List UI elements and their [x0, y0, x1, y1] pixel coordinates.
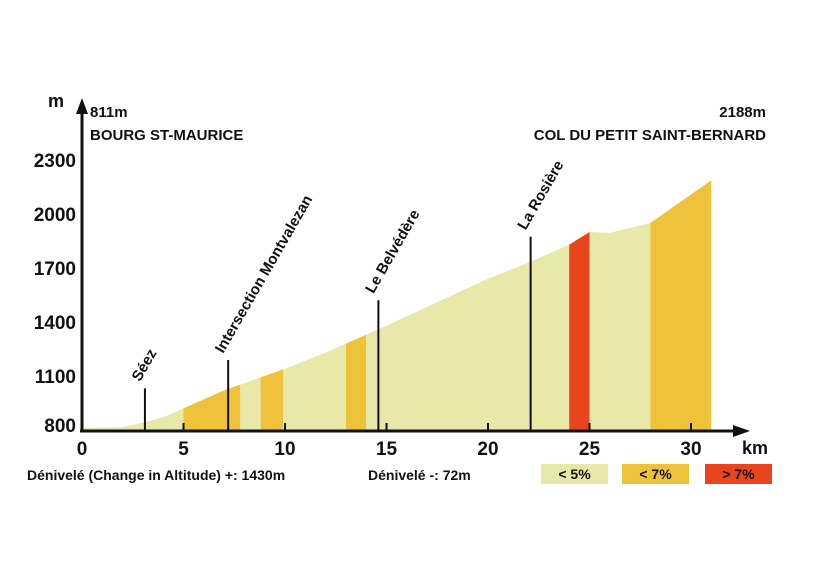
- x-tick-label: 25: [579, 439, 601, 460]
- x-tick-label: 5: [178, 439, 189, 460]
- legend-swatch-gt7: [705, 464, 772, 484]
- y-tick-label: 1100: [35, 367, 76, 388]
- x-axis-unit: km: [742, 438, 768, 458]
- x-tick-label: 30: [680, 439, 701, 460]
- x-tick-label: 10: [274, 439, 295, 460]
- x-tick-label: 0: [77, 439, 88, 460]
- gradient-band-lt5: [240, 377, 261, 430]
- start-altitude: 811m: [90, 104, 128, 121]
- waypoint-label: La Rosière: [514, 158, 567, 233]
- gradient-band-lt7: [345, 334, 367, 430]
- x-axis-arrow: [733, 425, 750, 437]
- gradient-band-lt5: [282, 343, 346, 430]
- gradient-band-lt5: [589, 223, 651, 430]
- legend: < 5% < 7% > 7%: [541, 464, 772, 484]
- legend-swatch-lt7: [622, 464, 689, 484]
- y-tick-label: 2300: [34, 151, 76, 172]
- gradient-band-lt5: [157, 408, 184, 430]
- waypoint-label: Séez: [129, 346, 161, 384]
- gradient-bands: [82, 180, 712, 430]
- altitude-loss-text: Dénivelé -: 72m: [368, 467, 471, 483]
- y-tick-label: 2000: [34, 205, 76, 226]
- end-name: COL DU PETIT SAINT-BERNARD: [534, 127, 766, 144]
- gradient-band-lt7: [650, 180, 712, 430]
- gradient-band-lt5: [82, 419, 158, 430]
- y-tick-label: 1700: [34, 259, 76, 280]
- legend-label-gt7: > 7%: [722, 466, 755, 482]
- altitude-gain-text: Dénivelé (Change in Altitude) +: 1430m: [27, 467, 285, 483]
- y-axis-unit: m: [48, 91, 64, 111]
- waypoint-label: Le Belvédère: [362, 207, 423, 296]
- y-tick-label: 1400: [34, 313, 76, 334]
- chart-axes: [76, 98, 750, 437]
- start-name: BOURG ST-MAURICE: [90, 127, 243, 144]
- gradient-band-lt5: [366, 244, 570, 430]
- y-tick-label: 800: [44, 416, 76, 437]
- axis-ticks: 0 5 10 15 20 25 30 800 1100 1400 1700 2000 2300: [34, 151, 702, 460]
- legend-swatch-lt5: [541, 464, 608, 484]
- gradient-band-lt7: [183, 384, 241, 430]
- y-axis-arrow: [76, 98, 88, 114]
- gradient-band-gt7: [569, 232, 590, 430]
- legend-label-lt7: < 7%: [639, 466, 672, 482]
- waypoint-label: Intersection Montvalezan: [212, 192, 316, 356]
- legend-label-lt5: < 5%: [558, 466, 591, 482]
- gradient-band-lt7: [260, 369, 283, 430]
- x-tick-label: 15: [376, 439, 398, 460]
- end-altitude: 2188m: [719, 104, 766, 121]
- x-tick-label: 20: [477, 439, 498, 460]
